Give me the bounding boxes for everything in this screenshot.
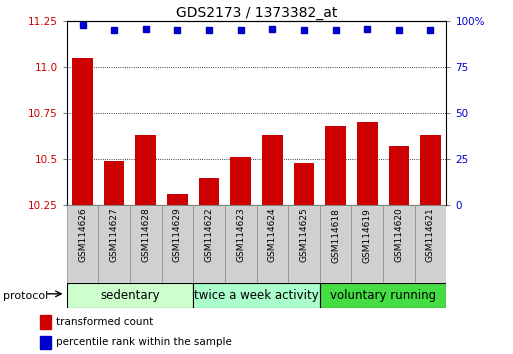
Bar (67, 283, 193, 308)
Bar (325, 126, 346, 205)
Bar (135, 135, 156, 205)
Bar (193, 283, 320, 308)
Text: GSM114620: GSM114620 (394, 208, 403, 262)
Title: GDS2173 / 1373382_at: GDS2173 / 1373382_at (176, 6, 337, 20)
Bar (420, 135, 441, 205)
Bar (357, 122, 378, 205)
Text: GSM114621: GSM114621 (426, 208, 435, 262)
Text: GSM114626: GSM114626 (78, 208, 87, 262)
Bar (67, 205, 98, 283)
Bar (383, 205, 415, 283)
Bar (320, 205, 351, 283)
Bar (104, 161, 125, 205)
Bar (320, 283, 446, 308)
Text: GSM114624: GSM114624 (268, 208, 277, 262)
Text: GSM114628: GSM114628 (141, 208, 150, 262)
Text: GSM114619: GSM114619 (363, 208, 372, 263)
Text: GSM114618: GSM114618 (331, 208, 340, 263)
Text: GSM114629: GSM114629 (173, 208, 182, 262)
Text: sedentary: sedentary (100, 289, 160, 302)
Bar (72, 58, 93, 205)
Text: GSM114623: GSM114623 (236, 208, 245, 262)
Bar (40, 315, 51, 329)
Bar (256, 205, 288, 283)
Bar (98, 205, 130, 283)
Text: twice a week activity: twice a week activity (194, 289, 319, 302)
Bar (199, 178, 220, 205)
Bar (388, 147, 409, 205)
Text: GSM114625: GSM114625 (300, 208, 308, 262)
Text: transformed count: transformed count (55, 317, 153, 327)
Text: GSM114622: GSM114622 (205, 208, 213, 262)
Bar (193, 205, 225, 283)
Bar (351, 205, 383, 283)
Bar (288, 205, 320, 283)
Bar (167, 194, 188, 205)
Bar (230, 158, 251, 205)
Bar (130, 205, 162, 283)
Text: voluntary running: voluntary running (330, 289, 436, 302)
Bar (225, 205, 256, 283)
Text: percentile rank within the sample: percentile rank within the sample (55, 337, 231, 348)
Bar (415, 205, 446, 283)
Bar (40, 336, 51, 349)
Bar (293, 163, 314, 205)
Bar (162, 205, 193, 283)
Text: protocol: protocol (3, 291, 48, 301)
Bar (262, 135, 283, 205)
Text: GSM114627: GSM114627 (110, 208, 119, 262)
